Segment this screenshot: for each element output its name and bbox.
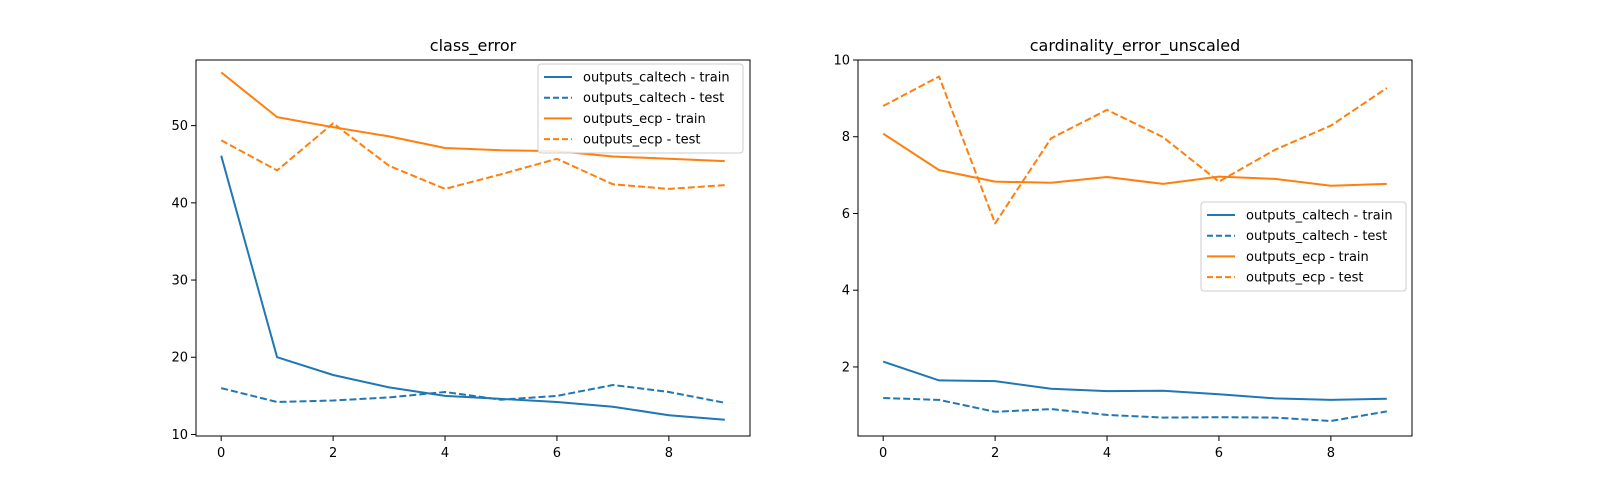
legend-label: outputs_ecp - train <box>583 112 706 127</box>
legend-label: outputs_ecp - train <box>1246 250 1369 265</box>
series-line-1 <box>883 397 1387 422</box>
y-axis: 10 20 30 40 50 <box>171 119 196 443</box>
series-line-1 <box>220 384 725 404</box>
legend: outputs_caltech - train outputs_caltech -… <box>537 63 744 154</box>
x-tick-label: 6 <box>1215 446 1223 461</box>
y-tick-label: 10 <box>833 54 850 69</box>
series-line-0 <box>220 155 725 421</box>
series-layer <box>220 71 725 421</box>
x-tick-label: 2 <box>329 446 337 461</box>
legend-label: outputs_caltech - train <box>1246 209 1393 224</box>
x-tick-label: 6 <box>553 446 561 461</box>
series-line-2 <box>220 71 725 163</box>
y-axis: 2 4 6 8 10 <box>833 54 858 375</box>
y-tick-label: 4 <box>842 284 850 299</box>
y-tick-label: 10 <box>171 428 188 443</box>
plot-frame <box>857 59 1413 437</box>
y-tick-label: 40 <box>171 196 188 211</box>
x-axis: 0 2 4 6 8 <box>879 436 1335 461</box>
y-tick-label: 20 <box>171 351 188 366</box>
chart-title: cardinality_error_unscaled <box>1030 36 1240 56</box>
x-tick-label: 0 <box>217 446 225 461</box>
series-line-3 <box>882 75 1388 225</box>
y-tick-label: 2 <box>842 360 850 375</box>
x-tick-label: 8 <box>665 446 673 461</box>
chart-title: class_error <box>430 36 517 56</box>
series-line-0 <box>882 360 1387 401</box>
legend-label: outputs_caltech - train <box>583 71 730 86</box>
y-tick-label: 6 <box>842 207 850 222</box>
legend-label: outputs_ecp - test <box>1246 271 1363 286</box>
legend-label: outputs_caltech - test <box>583 91 724 106</box>
legend-box <box>537 63 744 154</box>
y-tick-label: 30 <box>171 274 188 289</box>
series-layer <box>882 75 1388 422</box>
series-line-2 <box>882 132 1387 187</box>
legend-box <box>1200 201 1407 292</box>
y-tick-label: 8 <box>842 130 850 145</box>
x-axis: 0 2 4 6 8 <box>217 436 673 461</box>
x-tick-label: 0 <box>879 446 887 461</box>
plot-frame <box>195 59 751 437</box>
x-tick-label: 4 <box>1103 446 1111 461</box>
series-line-3 <box>220 122 725 190</box>
x-tick-label: 4 <box>441 446 449 461</box>
legend-label: outputs_ecp - test <box>583 133 700 148</box>
y-tick-label: 50 <box>171 119 188 134</box>
legend: outputs_caltech - train outputs_caltech -… <box>1200 201 1407 292</box>
chart-panel-class-error: class_error 0 2 4 6 8 10 20 30 40 50 outputs_cal… <box>171 36 751 461</box>
legend-label: outputs_caltech - test <box>1246 229 1387 244</box>
x-tick-label: 8 <box>1327 446 1335 461</box>
x-tick-label: 2 <box>991 446 999 461</box>
